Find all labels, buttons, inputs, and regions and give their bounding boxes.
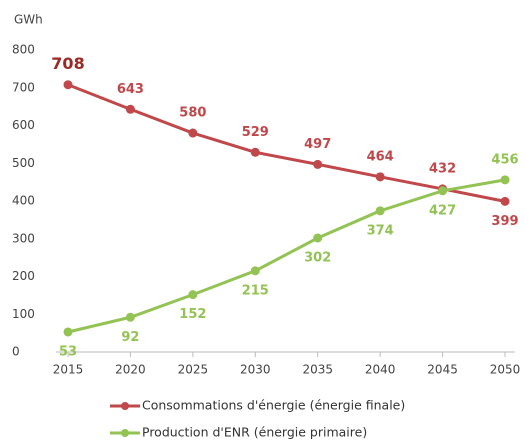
marker: [313, 159, 323, 169]
marker: [438, 186, 448, 196]
y-tick-label: 600: [12, 118, 35, 132]
value-label: 529: [242, 125, 269, 140]
marker: [500, 196, 510, 206]
value-label: 580: [179, 106, 206, 121]
x-tick-label: 2045: [427, 363, 458, 377]
y-tick-label: 0: [12, 345, 20, 359]
value-label: 92: [121, 330, 139, 345]
marker: [375, 206, 385, 216]
y-tick-label: 800: [12, 43, 35, 57]
marker: [63, 80, 73, 90]
x-tick-label: 2025: [178, 363, 209, 377]
legend-label: Consommations d'énergie (énergie finale): [142, 398, 405, 413]
x-tick-label: 2020: [115, 363, 146, 377]
y-tick-label: 700: [12, 80, 35, 94]
x-tick-label: 2035: [302, 363, 333, 377]
value-label: 399: [491, 214, 518, 229]
value-label: 497: [304, 137, 331, 152]
marker: [375, 172, 385, 182]
legend-swatch: [121, 402, 129, 410]
value-label: 302: [304, 250, 331, 265]
value-label: 643: [117, 82, 144, 97]
value-label: 708: [51, 54, 84, 73]
y-tick-label: 400: [12, 194, 35, 208]
x-tick-label: 2040: [365, 363, 396, 377]
marker: [188, 128, 198, 138]
marker: [125, 104, 135, 114]
marker: [125, 312, 135, 322]
marker: [313, 233, 323, 243]
value-label: 427: [429, 203, 456, 218]
marker: [63, 327, 73, 337]
legend-label: Production d'ENR (énergie primaire): [142, 425, 367, 440]
marker: [500, 175, 510, 185]
y-axis-label: GWh: [14, 13, 43, 27]
y-tick-label: 300: [12, 231, 35, 245]
y-tick-label: 200: [12, 269, 35, 283]
line: [67, 83, 506, 203]
value-label: 215: [242, 283, 269, 298]
value-label: 53: [59, 344, 77, 359]
value-label: 432: [429, 161, 456, 176]
x-tick-label: 2030: [240, 363, 271, 377]
value-label: 152: [179, 307, 206, 322]
marker: [188, 290, 198, 300]
y-tick-label: 500: [12, 156, 35, 170]
value-label: 374: [367, 223, 394, 238]
legend-swatch: [121, 429, 129, 437]
x-tick-label: 2015: [53, 363, 84, 377]
marker: [250, 147, 260, 157]
marker: [250, 266, 260, 276]
x-tick-label: 2050: [490, 363, 521, 377]
value-label: 456: [491, 152, 518, 167]
y-tick-label: 100: [12, 307, 35, 321]
line: [67, 178, 506, 334]
value-label: 464: [367, 149, 394, 164]
